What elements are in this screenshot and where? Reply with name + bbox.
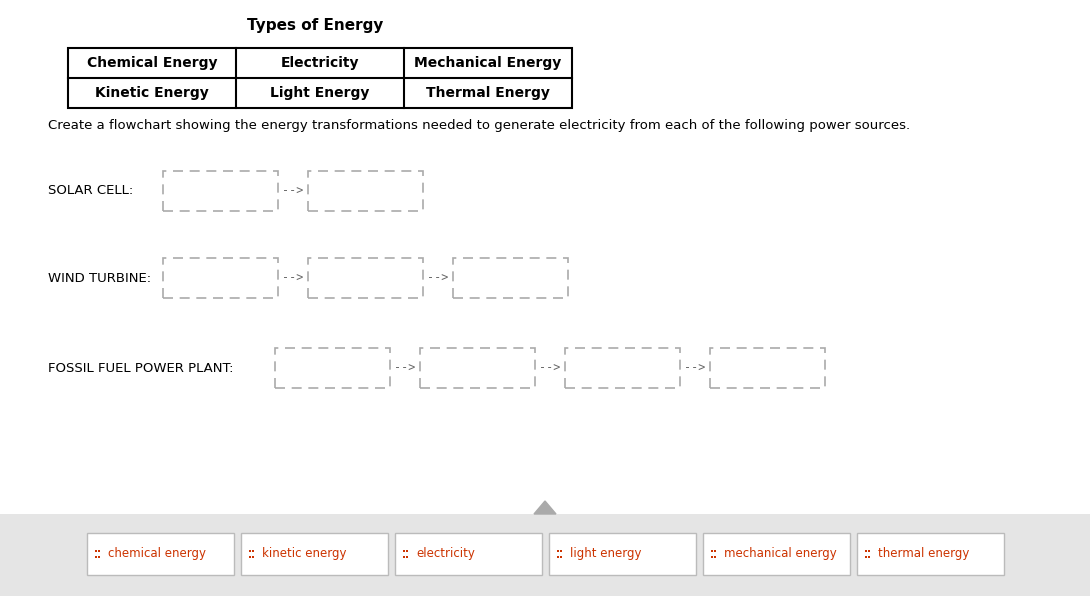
Bar [252, 550, 254, 552]
Bar [557, 556, 559, 558]
Text: Electricity: Electricity [281, 56, 360, 70]
Bar [98, 556, 100, 558]
Bar [98, 550, 100, 552]
Bar [164, 171, 278, 211]
Bar [249, 556, 251, 558]
Bar [868, 556, 870, 558]
Bar [560, 556, 562, 558]
Bar [714, 556, 716, 558]
Bar [857, 533, 1004, 575]
Text: -->: --> [282, 185, 304, 197]
Bar [557, 550, 559, 552]
Text: thermal energy: thermal energy [879, 548, 970, 560]
Bar [403, 550, 405, 552]
Bar [241, 533, 388, 575]
Text: WIND TURBINE:: WIND TURBINE: [48, 272, 152, 284]
Bar [0, 0, 1090, 514]
Bar [711, 556, 713, 558]
Text: Light Energy: Light Energy [270, 86, 370, 100]
Bar [714, 550, 716, 552]
Bar [0, 514, 1090, 596]
Bar [868, 550, 870, 552]
Bar [403, 556, 405, 558]
Bar [560, 550, 562, 552]
Text: Kinetic Energy: Kinetic Energy [95, 86, 209, 100]
Text: FOSSIL FUEL POWER PLANT:: FOSSIL FUEL POWER PLANT: [48, 362, 233, 374]
Text: electricity: electricity [416, 548, 475, 560]
Text: -->: --> [427, 272, 449, 284]
Bar [68, 48, 572, 108]
Bar [405, 556, 408, 558]
Bar [252, 556, 254, 558]
Text: Create a flowchart showing the energy transformations needed to generate electri: Create a flowchart showing the energy tr… [48, 119, 910, 132]
Bar [395, 533, 542, 575]
Polygon shape [534, 501, 556, 514]
Bar [86, 533, 233, 575]
Text: Types of Energy: Types of Energy [246, 18, 384, 33]
Bar [864, 550, 868, 552]
Text: -->: --> [540, 362, 560, 374]
Bar [275, 348, 390, 388]
Bar [95, 556, 97, 558]
Bar [95, 550, 97, 552]
Bar [405, 550, 408, 552]
Bar [548, 533, 695, 575]
Bar [710, 348, 825, 388]
Text: -->: --> [395, 362, 415, 374]
Bar [864, 556, 868, 558]
Text: light energy: light energy [570, 548, 642, 560]
Text: SOLAR CELL:: SOLAR CELL: [48, 185, 133, 197]
Bar [308, 258, 423, 298]
Bar [420, 348, 535, 388]
Text: Chemical Energy: Chemical Energy [87, 56, 217, 70]
Text: Mechanical Energy: Mechanical Energy [414, 56, 561, 70]
Bar [453, 258, 568, 298]
Text: mechanical energy: mechanical energy [725, 548, 837, 560]
Bar [565, 348, 680, 388]
Text: -->: --> [685, 362, 705, 374]
Text: kinetic energy: kinetic energy [263, 548, 347, 560]
Bar [249, 550, 251, 552]
Bar [711, 550, 713, 552]
Bar [702, 533, 849, 575]
Bar [164, 258, 278, 298]
Bar [308, 171, 423, 211]
Text: -->: --> [282, 272, 304, 284]
Text: chemical energy: chemical energy [109, 548, 206, 560]
Text: Thermal Energy: Thermal Energy [426, 86, 550, 100]
